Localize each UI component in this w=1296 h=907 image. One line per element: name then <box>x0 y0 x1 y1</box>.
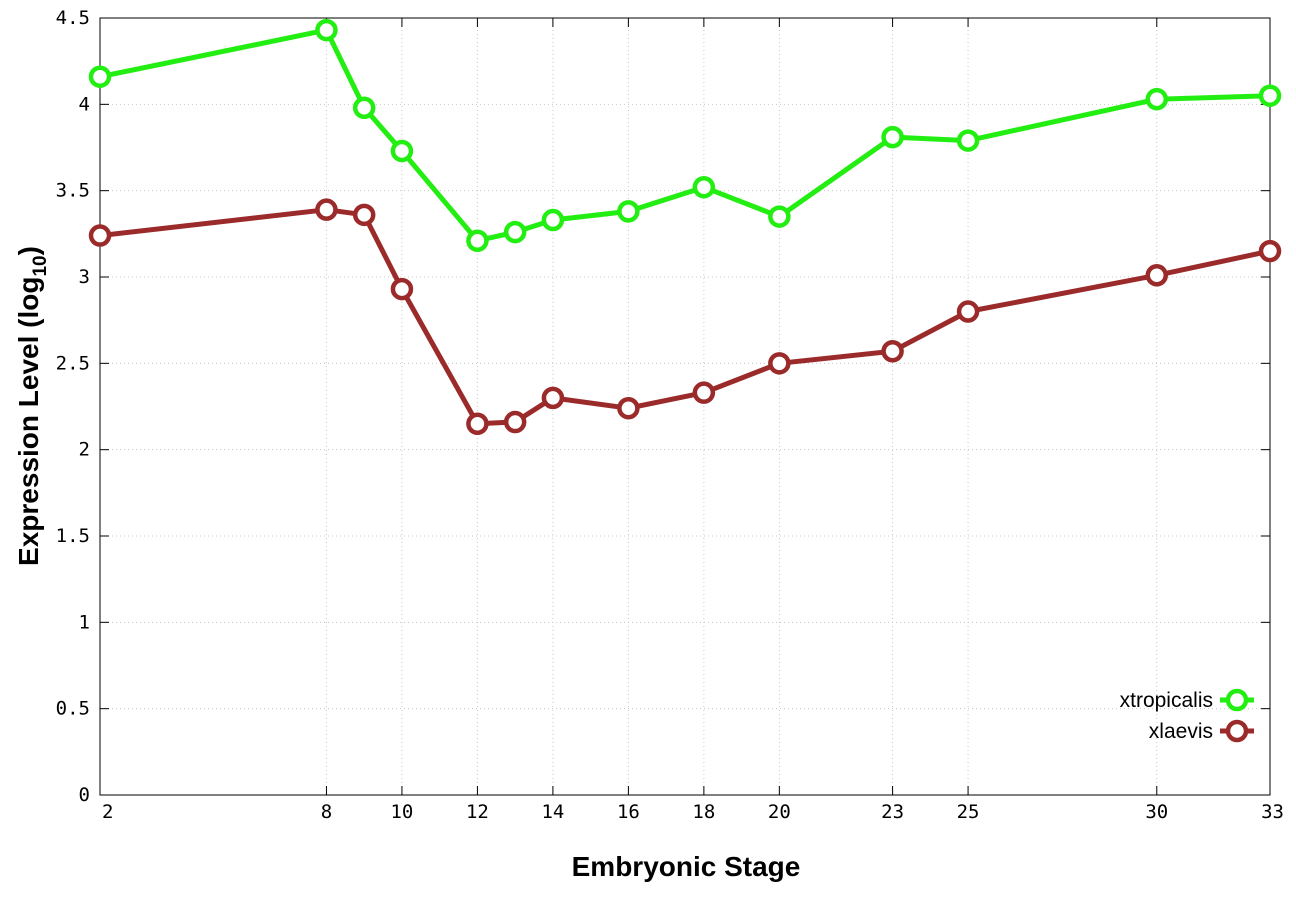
x-tick-label: 30 <box>1145 801 1168 823</box>
x-tick-label: 12 <box>466 801 489 823</box>
y-tick-label: 3 <box>79 266 90 288</box>
data-point-xtropicalis <box>1145 87 1169 111</box>
data-point-xlaevis <box>352 203 376 227</box>
data-point-xlaevis <box>1258 239 1282 263</box>
data-point-xtropicalis <box>390 139 414 163</box>
data-point-xlaevis <box>390 277 414 301</box>
legend-swatch-marker-xtropicalis <box>1225 688 1249 712</box>
data-point-xlaevis <box>466 412 489 436</box>
grid-lines <box>100 18 1270 795</box>
legend: xtropicalis xlaevis <box>1120 688 1254 743</box>
x-tick-label: 8 <box>321 801 332 823</box>
data-point-xtropicalis <box>692 175 716 199</box>
data-point-xtropicalis <box>768 205 791 228</box>
y-axis-title-subscript: 10 <box>30 255 51 276</box>
x-tick-label: 25 <box>957 801 980 823</box>
data-point-xlaevis <box>692 381 716 404</box>
y-tick-label: 2.5 <box>56 352 90 374</box>
y-axis-title-close: ) <box>13 246 44 255</box>
x-tick-label: 23 <box>881 801 904 823</box>
data-point-xtropicalis <box>503 220 527 244</box>
legend-swatch-marker-xlaevis <box>1225 719 1249 743</box>
series-xlaevis <box>88 198 1282 436</box>
axis-ticks: 2 8 10 12 14 16 18 20 23 25 30 33 0 0.5 1 1.5 2 2.5 3 3.5 4 4… <box>56 7 1284 823</box>
data-point-xlaevis <box>88 224 112 247</box>
x-tick-label: 10 <box>390 801 413 823</box>
legend-label-xlaevis: xlaevis <box>1149 720 1213 743</box>
data-point-xtropicalis <box>466 229 489 252</box>
y-tick-label: 1 <box>79 611 90 633</box>
series-xtropicalis <box>88 18 1282 252</box>
data-point-xtropicalis <box>956 129 980 152</box>
data-point-xtropicalis <box>315 18 338 42</box>
series-layer <box>88 18 1282 436</box>
data-point-xlaevis <box>881 339 904 363</box>
data-point-xtropicalis <box>88 65 112 88</box>
y-tick-label: 0.5 <box>56 698 90 720</box>
x-tick-label: 20 <box>768 801 791 823</box>
plot-area-frame <box>99 17 1271 796</box>
data-point-xlaevis <box>1145 264 1169 287</box>
data-point-xlaevis <box>503 410 527 434</box>
x-tick-label: 33 <box>1261 801 1284 823</box>
x-tick-label: 16 <box>617 801 640 823</box>
y-axis-title: Expression Level (log10) <box>13 246 51 566</box>
y-tick-label: 2 <box>79 439 90 461</box>
data-point-xtropicalis <box>1258 84 1282 107</box>
series-line-xlaevis <box>99 207 1271 427</box>
x-axis-title: Embryonic Stage <box>572 851 801 882</box>
data-point-xtropicalis <box>617 200 640 223</box>
data-point-xtropicalis <box>352 96 376 120</box>
data-point-xtropicalis <box>881 125 904 149</box>
x-tick-label: 14 <box>541 801 564 823</box>
y-tick-label: 1.5 <box>56 525 90 547</box>
data-point-xlaevis <box>541 386 565 410</box>
data-point-xlaevis <box>956 300 980 323</box>
y-tick-label: 4.5 <box>56 7 90 29</box>
x-tick-label: 18 <box>692 801 715 823</box>
series-line-xtropicalis <box>99 27 1271 244</box>
x-tick-label: 2 <box>102 801 113 823</box>
data-point-xlaevis <box>315 198 338 221</box>
y-axis-title-main: Expression Level (log <box>13 277 44 566</box>
y-tick-label: 4 <box>79 93 90 115</box>
data-point-xlaevis <box>617 396 640 420</box>
data-point-xlaevis <box>768 352 791 375</box>
y-tick-label: 0 <box>79 784 90 806</box>
legend-label-xtropicalis: xtropicalis <box>1120 689 1213 712</box>
data-point-xtropicalis <box>541 208 565 232</box>
y-tick-label: 3.5 <box>56 180 90 202</box>
